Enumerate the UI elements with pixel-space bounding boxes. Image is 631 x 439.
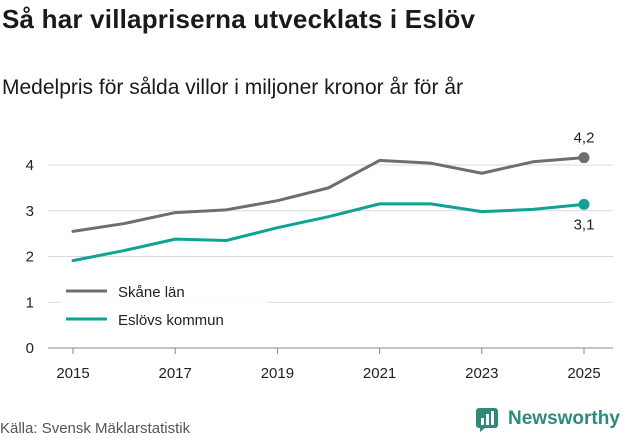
- chart-subtitle: Medelpris för sålda villor i miljoner kr…: [2, 76, 463, 99]
- legend: Skåne län Eslövs kommun: [60, 275, 268, 337]
- series-line-skane-lan: [71, 156, 586, 233]
- series-line-eslovs-kommun: [71, 202, 586, 263]
- y-tick-label: 3: [26, 203, 34, 220]
- newsworthy-logo-icon: [476, 408, 498, 432]
- x-axis-ticks: 2015 2017 2019 2021 2023 2025: [56, 348, 601, 382]
- x-tick-label: 2017: [159, 365, 192, 382]
- x-tick-label: 2019: [261, 365, 294, 382]
- y-tick-label: 0: [26, 340, 34, 357]
- series-lines: 4,2 3,1: [71, 130, 595, 263]
- end-value-label: 4,2: [574, 130, 595, 147]
- x-tick-label: 2021: [363, 365, 396, 382]
- brand-name: Newsworthy: [508, 408, 620, 429]
- chart-title: Så har villapriserna utvecklats i Eslöv: [2, 4, 476, 34]
- y-tick-label: 1: [26, 294, 34, 311]
- y-tick-label: 4: [26, 157, 34, 174]
- x-tick-label: 2025: [567, 365, 600, 382]
- end-point-marker: [578, 198, 590, 210]
- x-tick-label: 2015: [56, 365, 89, 382]
- end-point-marker: [578, 152, 590, 164]
- end-value-label: 3,1: [574, 216, 595, 233]
- y-axis-ticks: 0 1 2 3 4: [26, 157, 34, 357]
- legend-label: Eslövs kommun: [118, 312, 224, 329]
- newsworthy-logo: Newsworthy: [476, 406, 620, 432]
- legend-label: Skåne län: [118, 284, 185, 301]
- legend-background: [60, 275, 268, 337]
- y-tick-label: 2: [26, 249, 34, 266]
- source-note: Källa: Svensk Mäklarstatistik: [0, 420, 191, 437]
- x-tick-label: 2023: [465, 365, 498, 382]
